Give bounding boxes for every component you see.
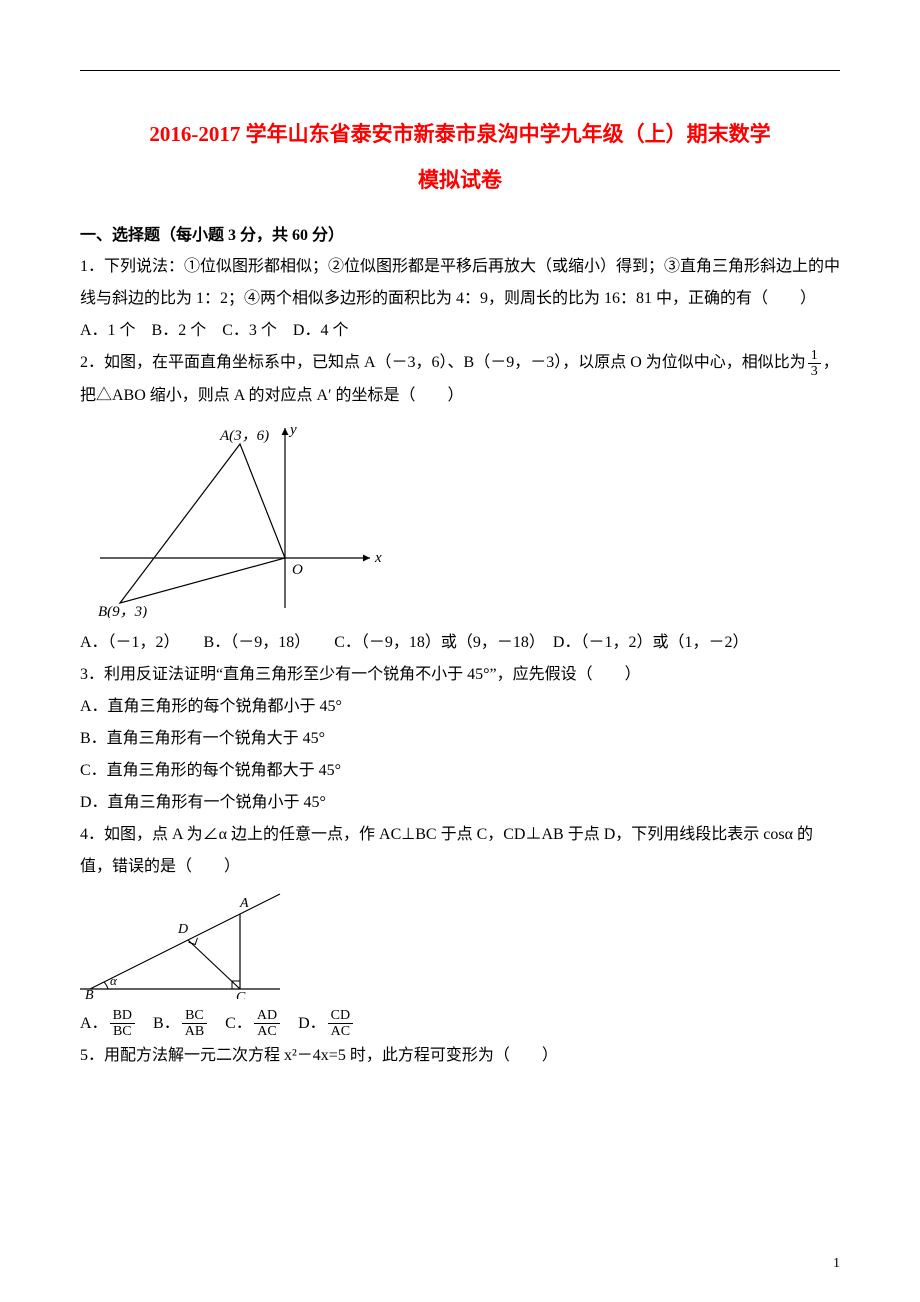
label-y: y	[288, 422, 297, 438]
question-1-text: 1．下列说法：①位似图形都相似；②位似图形都是平移后再放大（或缩小）得到；③直角…	[80, 251, 840, 315]
question-2-pre: 2．如图，在平面直角坐标系中，已知点 A（－3，6）、B（－9，－3），以原点 …	[80, 354, 806, 371]
question-3-option-a: A．直角三角形的每个锐角都小于 45°	[80, 691, 840, 723]
q4-frac-c: ADAC	[254, 1008, 280, 1040]
frac-den: AB	[182, 1024, 207, 1039]
fraction-one-third: 13	[808, 348, 821, 380]
question-4-options: A．BDBC B．BCAB C．ADAC D．CDAC	[80, 1008, 840, 1040]
hypotenuse-ray	[90, 894, 280, 989]
exam-title-line1: 2016-2017 学年山东省泰安市新泰市泉沟中学九年级（上）期末数学	[80, 111, 840, 157]
frac-num: BC	[182, 1008, 207, 1024]
frac-num: AD	[254, 1008, 280, 1024]
label-alpha: α	[110, 973, 118, 988]
q4-frac-a: BDBC	[110, 1008, 135, 1040]
question-2-options: A．（－1，2） B．（－9，18） C．（－9，18）或（9，－18） D．（…	[80, 627, 840, 659]
label-vertex-b: B	[85, 988, 94, 999]
frac-den: BC	[110, 1024, 135, 1039]
question-3-option-b: B．直角三角形有一个锐角大于 45°	[80, 723, 840, 755]
triangle-abo	[120, 444, 285, 603]
question-4-figure: B C A D α	[80, 889, 840, 1004]
frac-num: BD	[110, 1008, 135, 1024]
triangle-svg: B C A D α	[80, 889, 290, 999]
label-B: B(9，3)	[98, 604, 147, 618]
question-3-option-c: C．直角三角形的每个锐角都大于 45°	[80, 755, 840, 787]
q4-opt-b-letter: B．	[153, 1015, 180, 1032]
q4-opt-c-letter: C．	[225, 1015, 252, 1032]
page-number: 1	[833, 1256, 840, 1272]
label-vertex-c: C	[236, 990, 246, 999]
label-vertex-d: D	[177, 922, 188, 937]
label-A: A(3，6)	[219, 428, 269, 444]
frac-num: 1	[808, 348, 821, 364]
q4-frac-d: CDAC	[328, 1008, 353, 1040]
question-4-text: 4．如图，点 A 为∠α 边上的任意一点，作 AC⊥BC 于点 C，CD⊥AB …	[80, 819, 840, 883]
q4-frac-b: BCAB	[182, 1008, 207, 1040]
coord-plane-svg: A(3，6) B(9，3) O x y	[80, 418, 390, 618]
frac-num: CD	[328, 1008, 353, 1024]
question-3-text: 3．利用反证法证明“直角三角形至少有一个锐角不小于 45°”，应先假设（ ）	[80, 659, 840, 691]
question-3-option-d: D．直角三角形有一个锐角小于 45°	[80, 787, 840, 819]
q4-opt-a-letter: A．	[80, 1015, 108, 1032]
question-5-text: 5．用配方法解一元二次方程 x²－4x=5 时，此方程可变形为（ ）	[80, 1040, 840, 1072]
section-heading: 一、选择题（每小题 3 分，共 60 分）	[80, 221, 840, 245]
top-divider	[80, 70, 840, 71]
label-x: x	[374, 550, 382, 566]
frac-den: AC	[328, 1024, 353, 1039]
q4-opt-d-letter: D．	[298, 1015, 326, 1032]
angle-arc	[104, 982, 108, 989]
label-O: O	[292, 562, 303, 578]
frac-den: AC	[254, 1024, 280, 1039]
question-2-figure: A(3，6) B(9，3) O x y	[80, 418, 840, 623]
label-vertex-a: A	[239, 896, 249, 911]
exam-page: 2016-2017 学年山东省泰安市新泰市泉沟中学九年级（上）期末数学 模拟试卷…	[0, 0, 920, 1302]
question-1-options: A．1 个 B．2 个 C．3 个 D．4 个	[80, 315, 840, 347]
frac-den: 3	[808, 364, 821, 379]
question-2-text: 2．如图，在平面直角坐标系中，已知点 A（－3，6）、B（－9，－3），以原点 …	[80, 347, 840, 411]
exam-title-line2: 模拟试卷	[80, 157, 840, 203]
